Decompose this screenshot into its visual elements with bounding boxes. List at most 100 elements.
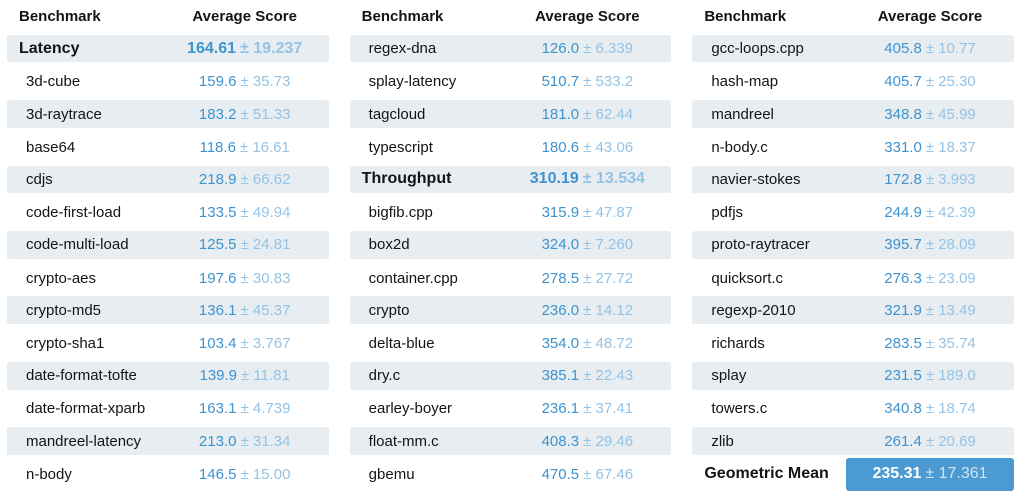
score-value: 236.1 — [541, 400, 580, 418]
score-cell: 133.5 ± 49.94 — [161, 196, 329, 229]
score-cell: 510.7 ± 533.2 — [503, 65, 671, 98]
score-error: ± 11.81 — [241, 367, 290, 385]
table-row: zlib 261.4 ± 20.69 — [692, 425, 1015, 458]
score-cell: 276.3 ± 23.09 — [846, 262, 1014, 295]
score-error: ± 24.81 — [240, 236, 291, 254]
score-value: 405.7 — [884, 73, 922, 91]
table-row: delta-blue 354.0 ± 48.72 — [350, 327, 672, 360]
score-value: 340.8 — [884, 400, 922, 418]
benchmark-table-geomean: Benchmark Average Score gcc-loops.cpp 405.8… — [692, 0, 1015, 491]
table-row: crypto-aes 197.6 ± 30.83 — [7, 262, 329, 295]
score-value: 146.5 — [198, 465, 237, 483]
score-cell: 395.7 ± 28.09 — [846, 231, 1014, 259]
score-value: 139.9 — [199, 367, 238, 385]
score-value: 385.1 — [541, 367, 580, 385]
score-cell: 183.2 ± 51.33 — [161, 100, 329, 128]
benchmark-column-header: Benchmark — [361, 7, 444, 25]
score-error: ± 66.62 — [240, 170, 291, 188]
score-value: 235.31 — [872, 465, 922, 483]
benchmark-label: Latency — [19, 39, 80, 57]
score-value: 395.7 — [884, 236, 922, 254]
score-error: ± 51.33 — [240, 105, 291, 123]
benchmark-label: crypto-sha1 — [26, 335, 105, 353]
table-row: date-format-xparb 163.1 ± 4.739 — [7, 393, 329, 426]
score-value: 261.4 — [884, 432, 922, 450]
table-row: box2d 324.0 ± 7.260 — [349, 229, 672, 262]
table-row: towers.c 340.8 ± 18.74 — [692, 393, 1014, 426]
table-row: date-format-tofte 139.9 ± 11.81 — [7, 360, 329, 393]
benchmark-label: tagcloud — [368, 105, 426, 123]
score-error: ± 10.77 — [925, 40, 976, 58]
benchmark-label: hash-map — [711, 73, 779, 91]
score-error: ± 28.09 — [925, 236, 976, 254]
score-error: ± 42.39 — [925, 204, 976, 222]
benchmark-label: dry.c — [368, 367, 401, 385]
score-value: 405.8 — [884, 40, 922, 58]
score-error: ± 31.34 — [240, 432, 291, 450]
score-value: 103.4 — [198, 335, 237, 353]
score-error: ± 20.69 — [925, 432, 976, 450]
table-row: mandreel 348.8 ± 45.99 — [692, 98, 1015, 131]
score-error: ± 533.2 — [583, 73, 634, 91]
benchmark-label: splay-latency — [368, 73, 457, 91]
score-error: ± 15.00 — [240, 465, 291, 483]
score-error: ± 27.72 — [583, 269, 634, 287]
score-cell: 136.1 ± 45.37 — [161, 296, 329, 324]
score-cell: 139.9 ± 11.81 — [161, 362, 329, 390]
score-cell: 103.4 ± 3.767 — [161, 327, 329, 360]
score-cell: 385.1 ± 22.43 — [503, 362, 671, 390]
score-cell: 348.8 ± 45.99 — [846, 100, 1014, 128]
table-row: 3d-cube 159.6 ± 35.73 — [7, 65, 329, 98]
benchmark-label: zlib — [711, 432, 734, 450]
table-row: dry.c 385.1 ± 22.43 — [349, 360, 672, 393]
score-cell: 354.0 ± 48.72 — [503, 327, 671, 360]
score-error: ± 45.99 — [925, 105, 976, 123]
score-value: 181.0 — [541, 105, 580, 123]
table-row: crypto-md5 136.1 ± 45.37 — [7, 294, 329, 327]
score-cell: 181.0 ± 62.44 — [503, 100, 671, 128]
benchmark-label: date-format-xparb — [26, 400, 146, 418]
score-value: 236.0 — [541, 301, 580, 319]
score-error: ± 3.767 — [240, 335, 291, 353]
score-value: 183.2 — [198, 105, 237, 123]
score-value: 321.9 — [884, 301, 922, 319]
benchmark-label: splay — [711, 367, 747, 385]
score-cell: 283.5 ± 35.74 — [846, 327, 1014, 360]
score-value: 180.6 — [541, 138, 580, 156]
score-cell: 164.61 ± 19.237 — [161, 35, 329, 63]
score-value: 159.6 — [198, 73, 237, 91]
score-value: 510.7 — [541, 73, 580, 91]
table-row: regexp-2010 321.9 ± 13.49 — [692, 294, 1015, 327]
score-cell: 146.5 ± 15.00 — [161, 458, 329, 491]
benchmark-label: mandreel — [711, 105, 774, 123]
score-cell: 244.9 ± 42.39 — [846, 196, 1014, 229]
benchmark-column-header: Benchmark — [704, 7, 787, 25]
score-error: ± 35.73 — [240, 73, 291, 91]
score-error: ± 62.44 — [583, 105, 634, 123]
table-row: code-multi-load 125.5 ± 24.81 — [7, 229, 329, 262]
score-cell: 163.1 ± 4.739 — [161, 393, 329, 426]
score-cell: 180.6 ± 43.06 — [503, 131, 671, 164]
benchmark-label: crypto — [368, 301, 410, 319]
benchmark-column-header: Benchmark — [19, 7, 101, 25]
benchmark-label: float-mm.c — [368, 432, 439, 450]
score-value: 125.5 — [198, 236, 237, 254]
score-cell: 405.8 ± 10.77 — [846, 35, 1014, 63]
score-cell: 324.0 ± 7.260 — [503, 231, 671, 259]
benchmark-label: 3d-cube — [26, 73, 81, 91]
table-row: float-mm.c 408.3 ± 29.46 — [349, 425, 672, 458]
score-error: ± 67.46 — [583, 465, 634, 483]
score-error: ± 43.06 — [583, 138, 634, 156]
score-cell: 405.7 ± 25.30 — [846, 65, 1014, 98]
score-error: ± 47.87 — [583, 204, 634, 222]
benchmark-label: towers.c — [711, 400, 768, 418]
score-cell: 331.0 ± 18.37 — [846, 131, 1014, 164]
benchmark-label: container.cpp — [368, 269, 458, 287]
score-cell: 310.19 ± 13.534 — [503, 166, 671, 194]
table-row: code-first-load 133.5 ± 49.94 — [7, 196, 329, 229]
score-error: ± 13.49 — [925, 301, 976, 319]
score-value: 172.8 — [884, 170, 922, 188]
table-header-row: Benchmark Average Score — [7, 0, 329, 33]
benchmark-table-latency: Benchmark Average Score Latency 164.61 ± 19.… — [7, 0, 329, 487]
